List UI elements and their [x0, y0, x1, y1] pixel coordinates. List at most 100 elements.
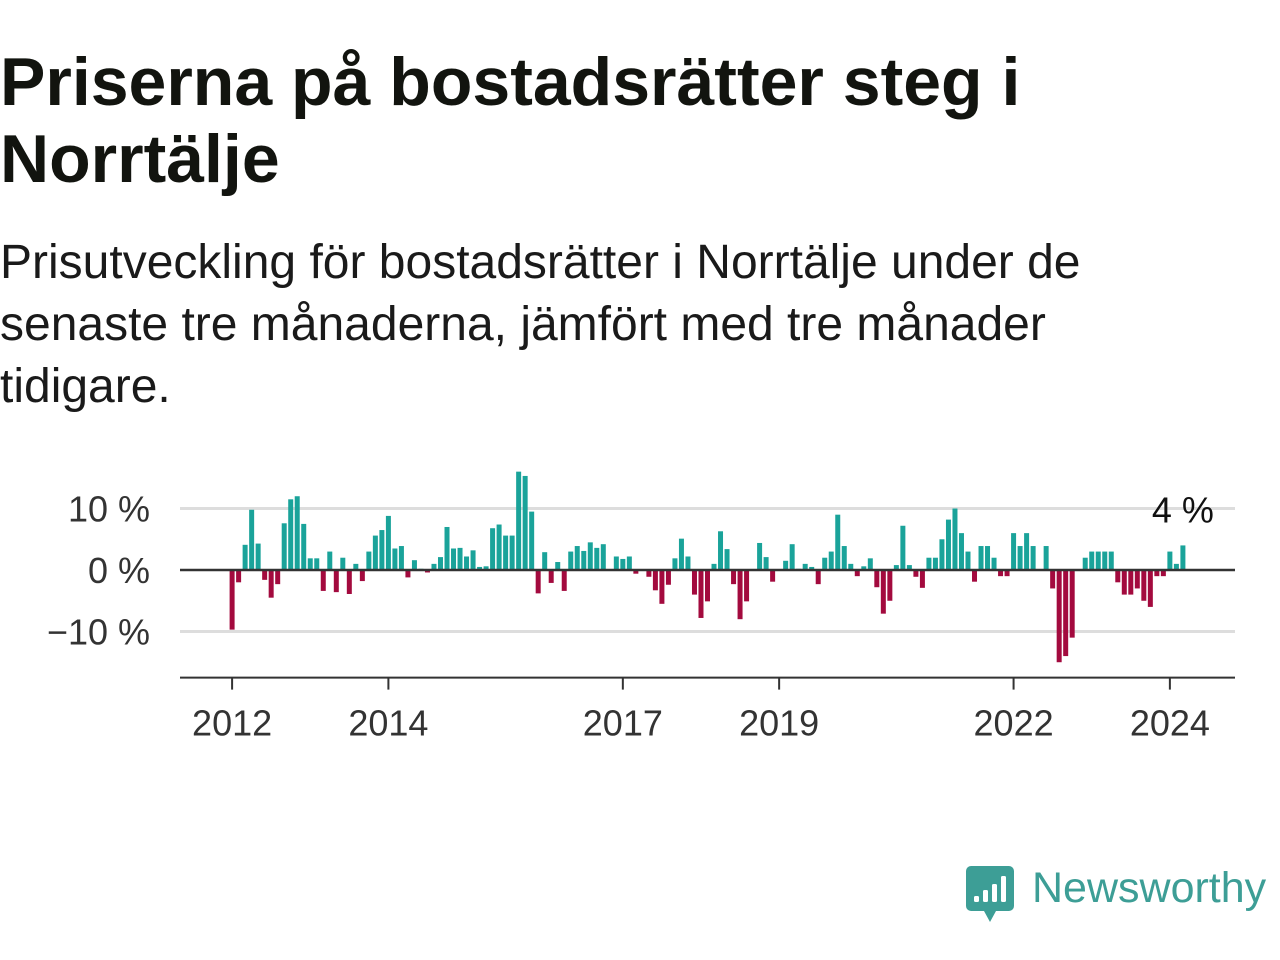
bar — [294, 496, 300, 571]
bar — [301, 523, 307, 571]
x-tick-label: 2017 — [583, 703, 663, 744]
bar — [854, 570, 860, 577]
bar — [561, 570, 567, 591]
bar — [945, 519, 951, 571]
bar — [900, 525, 906, 571]
bar — [1134, 570, 1140, 589]
bar — [705, 570, 710, 602]
bar — [353, 563, 359, 571]
bar — [887, 570, 893, 601]
bar — [939, 539, 945, 571]
bar — [340, 557, 346, 571]
bar — [711, 563, 717, 571]
bar — [333, 570, 339, 593]
bar — [574, 546, 580, 571]
bar — [613, 556, 619, 571]
bar — [229, 570, 235, 630]
bar — [366, 551, 372, 571]
bar — [665, 570, 671, 585]
bar — [314, 558, 320, 571]
bar — [978, 546, 984, 571]
bar — [822, 557, 828, 571]
bar — [535, 570, 541, 594]
bar — [581, 550, 587, 571]
logo-bar — [974, 896, 979, 902]
bar — [783, 560, 789, 571]
logo-bar — [1001, 876, 1006, 902]
bar — [1102, 551, 1108, 571]
bar — [1004, 570, 1010, 577]
bar — [770, 570, 776, 582]
x-axis-labels: 2012 2014 2017 2019 2022 2024 — [192, 703, 1210, 744]
bar — [548, 570, 554, 583]
bar — [893, 565, 899, 571]
bar — [1167, 551, 1173, 571]
bar — [1069, 570, 1075, 638]
logo-bar — [992, 884, 997, 902]
x-tick-label: 2012 — [192, 703, 272, 744]
bar — [1056, 570, 1062, 663]
bar — [411, 560, 417, 571]
bar — [483, 566, 489, 571]
bar — [724, 549, 730, 571]
bar — [457, 547, 463, 571]
page-subtitle: Prisutveckling för bostadsrätter i Norrt… — [0, 236, 1081, 413]
bar — [405, 570, 411, 578]
bar — [620, 558, 626, 571]
bar — [307, 558, 313, 571]
bar — [958, 533, 964, 571]
bar — [1128, 570, 1134, 595]
bar — [327, 551, 333, 571]
bar — [431, 563, 437, 571]
bar — [1108, 551, 1114, 571]
bar — [542, 552, 548, 571]
axes — [180, 568, 1235, 690]
bar — [672, 558, 678, 571]
bar — [926, 557, 932, 571]
bar — [789, 544, 795, 571]
bar — [522, 475, 528, 571]
y-tick-label: −10 % — [47, 611, 150, 652]
bar-chart: 10 % 0 % −10 % 2012 2014 2017 2019 2022 2024 4 … — [47, 471, 1235, 744]
bar — [281, 523, 287, 571]
bar — [1154, 570, 1160, 577]
bar — [880, 570, 886, 614]
bar — [913, 570, 919, 577]
bar — [1011, 533, 1017, 571]
y-tick-label: 0 % — [88, 550, 150, 591]
bar — [490, 528, 496, 571]
bar — [809, 566, 815, 571]
bar — [998, 570, 1004, 577]
bar — [991, 557, 997, 571]
bar — [1043, 546, 1049, 571]
bar — [965, 551, 971, 571]
bar — [594, 547, 600, 571]
bars — [229, 471, 1186, 663]
bar — [972, 570, 978, 582]
bar — [1160, 570, 1166, 577]
x-tick-label: 2019 — [739, 703, 819, 744]
bar — [828, 551, 834, 571]
bar — [952, 508, 958, 571]
y-tick-label: 10 % — [68, 489, 150, 530]
y-axis-labels: 10 % 0 % −10 % — [47, 489, 150, 653]
x-tick-label: 2014 — [348, 703, 428, 744]
logo-badge-shape — [966, 866, 1014, 922]
bar — [437, 557, 443, 571]
bar — [1121, 570, 1127, 595]
bar — [1082, 557, 1088, 571]
bar — [1180, 545, 1186, 571]
bar-chart-speech-bubble-icon — [966, 866, 1014, 922]
bar — [600, 544, 606, 571]
annotations: 4 % — [1152, 489, 1214, 530]
bar — [1050, 570, 1056, 589]
bar — [509, 535, 515, 571]
bar — [1089, 551, 1095, 571]
bar — [503, 535, 509, 571]
bar — [1115, 570, 1121, 583]
page-title: Priserna på bostadsrätter steg i Norrtäl… — [0, 44, 1021, 197]
bar — [242, 544, 248, 571]
bar — [464, 556, 470, 571]
bar — [867, 558, 873, 571]
bar — [1095, 551, 1101, 571]
